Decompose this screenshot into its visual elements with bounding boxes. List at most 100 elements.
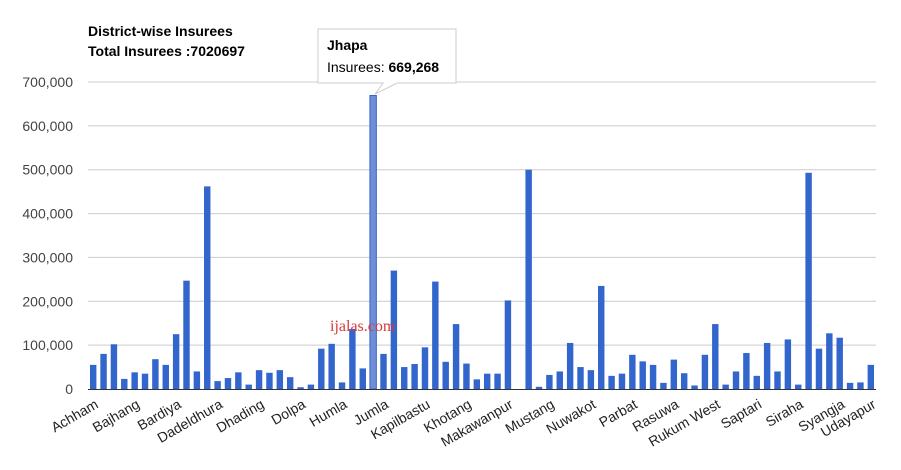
y-axis-ticks: 700,000 600,000 500,000 400,000 300,000 200,0… [22, 74, 73, 397]
y-tick-label: 400,000 [22, 206, 73, 222]
bar[interactable] [608, 375, 615, 389]
bar[interactable] [390, 270, 398, 389]
bar[interactable] [369, 94, 377, 390]
bar[interactable] [795, 384, 802, 389]
bar[interactable] [401, 367, 408, 389]
bar[interactable] [722, 384, 729, 389]
bar[interactable] [535, 386, 543, 389]
chart-title-group: District-wise Insurees Total Insurees :7… [88, 23, 245, 59]
bar[interactable] [649, 364, 657, 389]
x-tick-label: Saptari [718, 396, 764, 432]
chart-title: District-wise Insurees [88, 23, 233, 39]
x-tick-label: Achham [48, 396, 100, 436]
bar[interactable] [494, 373, 501, 389]
bars [89, 94, 875, 390]
bar[interactable] [121, 378, 128, 389]
x-tick-label: Bajhang [90, 396, 143, 436]
bar[interactable] [763, 342, 771, 389]
bar[interactable] [701, 354, 709, 389]
bar[interactable] [193, 371, 201, 389]
bar[interactable] [338, 382, 346, 389]
tooltip: Jhapa Insurees: 669,268 [317, 28, 457, 95]
bar[interactable] [359, 368, 366, 389]
bar[interactable] [380, 353, 387, 389]
bar[interactable] [660, 382, 667, 389]
y-tick-label: 100,000 [22, 337, 73, 353]
bar[interactable] [235, 372, 242, 389]
bar[interactable] [815, 348, 823, 389]
bar[interactable] [618, 373, 626, 389]
tooltip-line: Insurees: 669,268 [327, 59, 439, 75]
bar[interactable] [504, 300, 512, 389]
tooltip-value: 669,268 [388, 59, 439, 75]
y-tick-label: 700,000 [22, 74, 73, 90]
y-tick-label: 600,000 [22, 118, 73, 134]
bar[interactable] [224, 378, 232, 389]
x-tick-label: Dolpa [268, 396, 308, 428]
bar[interactable] [432, 281, 439, 389]
x-tick-label: Dhading [213, 396, 266, 436]
bar[interactable] [712, 324, 719, 389]
bar[interactable] [670, 359, 678, 389]
tooltip-title: Jhapa [327, 37, 368, 53]
bar[interactable] [867, 364, 875, 389]
bar[interactable] [483, 373, 491, 389]
chart-subtitle: Total Insurees :7020697 [88, 43, 245, 59]
bar[interactable] [297, 387, 304, 389]
bar[interactable] [214, 381, 221, 389]
bar[interactable] [556, 371, 563, 389]
bar[interactable] [266, 372, 273, 389]
bar[interactable] [328, 343, 335, 389]
bar[interactable] [577, 367, 584, 389]
bar[interactable] [421, 347, 429, 389]
bar[interactable] [566, 342, 574, 389]
bar[interactable] [463, 363, 470, 389]
bar[interactable] [836, 337, 843, 389]
bar[interactable] [110, 344, 118, 389]
bar[interactable] [525, 169, 532, 389]
y-tick-label: 0 [65, 381, 73, 397]
bar[interactable] [753, 375, 760, 389]
bar[interactable] [732, 371, 740, 389]
bar[interactable] [546, 374, 553, 389]
bar[interactable] [473, 379, 481, 389]
bar[interactable] [255, 370, 263, 389]
bar[interactable] [774, 371, 781, 389]
bar[interactable] [89, 364, 97, 389]
bar[interactable] [680, 373, 688, 389]
bar[interactable] [805, 172, 812, 389]
bar[interactable] [307, 384, 315, 389]
bar[interactable] [349, 328, 356, 389]
bar[interactable] [204, 186, 211, 389]
bar[interactable] [743, 353, 750, 389]
bar[interactable] [286, 377, 294, 389]
bar[interactable] [131, 372, 138, 389]
bar[interactable] [152, 359, 159, 389]
bar[interactable] [452, 324, 460, 389]
bar[interactable] [318, 348, 325, 389]
bar[interactable] [141, 373, 149, 389]
bar[interactable] [245, 384, 252, 389]
bar[interactable] [639, 361, 646, 389]
bar[interactable] [442, 361, 449, 389]
bar[interactable] [162, 364, 169, 389]
bar[interactable] [846, 382, 854, 389]
tooltip-box [317, 28, 457, 95]
bar[interactable] [826, 333, 833, 389]
bar[interactable] [411, 364, 418, 389]
bar[interactable] [784, 339, 792, 389]
bar[interactable] [276, 370, 284, 389]
y-tick-label: 300,000 [22, 249, 73, 265]
watermark-text: ijalas.com [330, 318, 396, 335]
bar[interactable] [100, 353, 107, 389]
bar[interactable] [857, 382, 864, 389]
x-tick-label: Humla [306, 396, 349, 430]
bar[interactable] [172, 334, 180, 389]
bar[interactable] [691, 385, 698, 389]
bar[interactable] [587, 370, 595, 389]
bar[interactable] [629, 354, 636, 389]
bar[interactable] [183, 280, 190, 389]
bar[interactable] [598, 285, 605, 389]
tooltip-label: Insurees: [327, 59, 388, 75]
